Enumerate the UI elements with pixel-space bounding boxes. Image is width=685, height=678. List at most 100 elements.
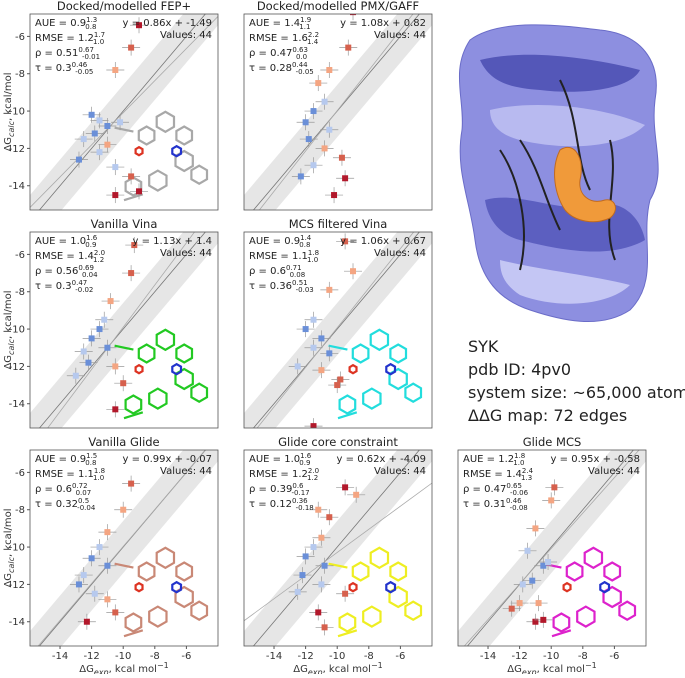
identity-band: [30, 450, 218, 646]
y-axis-label: ΔGcalc, kcal/mol: [3, 290, 16, 369]
panel-title: Docked/modelled PMX/GAFF: [257, 0, 419, 13]
stat-lower: -0.04: [77, 504, 96, 512]
point: [334, 382, 341, 389]
stat-value: ρ = 0.6: [35, 484, 72, 495]
point: [96, 117, 103, 124]
label-sup: −1: [157, 661, 169, 670]
stat-value: AUE = 1.0: [249, 454, 300, 465]
ligand-atoms: [348, 363, 358, 375]
stat-upper: 1.5: [86, 452, 97, 460]
stat-lower: 0.07: [76, 489, 92, 497]
stat-line: RMSE = 1.22.0 1.2: [249, 467, 319, 482]
label-main: ΔG: [293, 664, 308, 674]
point: [535, 600, 542, 607]
stat-value: τ = 0.31: [463, 499, 506, 510]
plot-frame: [243, 449, 433, 647]
label-main: ΔG: [3, 137, 14, 152]
point: [104, 141, 111, 148]
ligand-bond: [114, 562, 144, 638]
fit-label: y = 1.06x + 0.67: [340, 236, 426, 247]
ligand-ring: [338, 394, 357, 415]
x-tick-label: -12: [511, 651, 527, 662]
point: [315, 609, 322, 616]
info-line: SYK: [468, 337, 499, 356]
stat-upper: 0.46: [72, 61, 88, 69]
stat-upper: 2.0: [308, 467, 319, 475]
point: [80, 136, 87, 143]
point: [350, 14, 357, 16]
point: [345, 44, 352, 51]
point: [112, 363, 119, 370]
stat-upper: 1.7: [94, 31, 105, 39]
point: [315, 506, 322, 513]
stat-lower: 1.0: [307, 256, 318, 264]
stat-value: RMSE = 1.2: [249, 469, 308, 480]
point: [516, 600, 523, 607]
fit-line: [244, 482, 432, 622]
ligand-ring: [190, 164, 209, 185]
point: [321, 624, 328, 631]
identity-line: [38, 232, 206, 428]
x-tick-label: -12: [297, 651, 313, 662]
point: [350, 268, 357, 275]
label-main: ΔG: [79, 664, 94, 674]
fit-line: [47, 232, 196, 428]
stat-lower: -0.06: [510, 489, 529, 497]
stat-lower: -0.18: [296, 504, 314, 512]
plot-area: [244, 450, 432, 646]
fit-label: y = 1.08x + 0.82: [340, 18, 426, 29]
stat-lower: 0.08: [290, 271, 306, 279]
point: [117, 119, 124, 126]
point: [294, 588, 301, 595]
point: [540, 616, 547, 623]
ligand-atoms: [134, 145, 144, 157]
point: [85, 359, 92, 366]
label-sub: exp: [308, 668, 323, 674]
y-tick-label: -14: [9, 181, 25, 192]
point: [532, 618, 539, 625]
stat-line: τ = 0.30.47 -0.02: [35, 279, 93, 294]
label-sub: calc: [7, 338, 16, 355]
panel-title: MCS filtered Vina: [289, 217, 388, 231]
point: [136, 188, 143, 195]
ligand-ring: [174, 367, 194, 391]
count-label: Values: 44: [160, 30, 212, 41]
point: [104, 562, 111, 569]
point: [297, 173, 304, 180]
stat-lower: 1.2: [93, 256, 104, 264]
x-tick-label: -6: [609, 651, 619, 662]
ligand-ring: [576, 605, 596, 628]
ligand-ring: [388, 585, 408, 609]
point: [112, 164, 119, 171]
stat-line: ρ = 0.470.65 -0.06: [463, 482, 529, 497]
stat-lower: 1.1: [299, 23, 310, 31]
plot-area: [30, 14, 218, 210]
stat-value: AUE = 1.4: [249, 18, 300, 29]
plot-frame: [243, 13, 433, 211]
ligand-ring: [603, 561, 622, 582]
ligand-ring: [388, 367, 408, 391]
y-tick-label: -10: [9, 543, 25, 554]
point: [107, 298, 114, 305]
ligand-ring: [583, 546, 604, 570]
ligand-ring: [338, 612, 357, 633]
stat-lower: -0.08: [510, 504, 528, 512]
stat-upper: 0.51: [292, 279, 308, 287]
point: [131, 242, 138, 249]
ligand-ring: [404, 600, 423, 621]
point: [519, 581, 526, 588]
ligand-bond: [114, 126, 144, 202]
stat-value: τ = 0.28: [249, 63, 292, 74]
plot-area: [30, 232, 218, 428]
label-sup: −1: [585, 661, 597, 670]
stat-upper: 1.9: [300, 16, 311, 24]
count-label: Values: 44: [374, 248, 426, 259]
stat-lower: 1.0: [513, 459, 524, 467]
ligand-ring: [124, 394, 143, 415]
point: [128, 173, 135, 180]
ligand-overlay: [114, 328, 209, 420]
stat-value: ρ = 0.6: [249, 266, 286, 277]
point: [321, 98, 328, 105]
point: [120, 380, 127, 387]
